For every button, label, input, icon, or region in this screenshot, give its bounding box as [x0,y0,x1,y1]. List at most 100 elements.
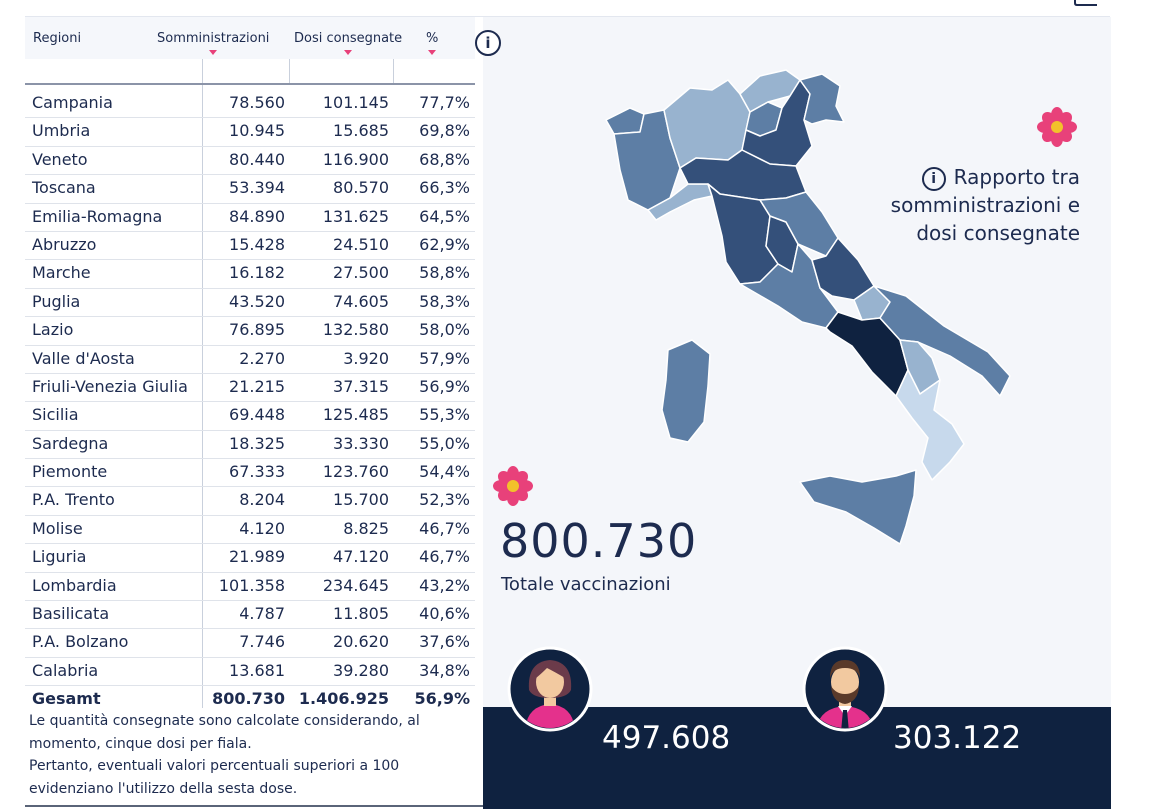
cell-percent: 77,7% [419,93,470,112]
table-row[interactable]: Umbria 10.945 15.685 69,8% [25,118,475,147]
header-somministrazioni[interactable]: Somministrazioni [157,31,269,55]
total-vaccinations-label: Totale vaccinazioni [501,574,671,595]
region-sardegna[interactable] [661,339,711,443]
region-sicilia[interactable] [799,469,917,545]
cell-administrations: 8.204 [239,490,285,510]
table-row[interactable]: Campania 78.560 101.145 77,7% [25,90,475,119]
table-row[interactable]: Basilicata 4.787 11.805 40,6% [25,601,475,630]
info-icon[interactable]: i [475,30,501,56]
table-row[interactable]: Calabria 13.681 39.280 34,8% [25,658,475,687]
cell-region: Campania [32,93,113,112]
cell-doses: 125.485 [322,405,389,425]
filter-cell-percent[interactable] [393,59,476,84]
vaccination-table: Regioni Somministrazioni Dosi consegnate… [25,17,476,708]
cell-region: Lazio [32,320,74,340]
cell-administrations: 800.730 [212,689,285,709]
cell-region: Abruzzo [32,234,97,254]
cell-administrations: 69.448 [229,405,285,425]
cell-doses: 24.510 [333,234,389,254]
cell-region: Toscana [32,178,96,198]
table-row[interactable]: Valle d'Aosta 2.270 3.920 57,9% [25,346,475,374]
filter-cell-dosi[interactable] [289,59,394,84]
table-row[interactable]: Sicilia 69.448 125.485 55,3% [25,402,475,431]
cell-administrations: 21.215 [229,376,285,396]
filter-cell-regioni[interactable] [25,59,202,84]
bottom-divider [25,805,483,807]
top-divider [25,16,1110,17]
header-percent[interactable]: % [426,31,438,55]
cell-percent: 69,8% [419,121,470,141]
table-row[interactable]: Lazio 76.895 132.580 58,0% [25,317,475,346]
cell-region: Molise [32,518,83,538]
table-body: Campania 78.560 101.145 77,7% Umbria 10.945 1… [25,90,475,714]
cell-doses: 11.805 [333,604,389,624]
cell-region: Marche [32,263,91,283]
header-dosi-consegnate[interactable]: Dosi consegnate [294,31,402,55]
footnote-line-1: Le quantità consegnate sono calcolate co… [29,713,420,752]
table-row[interactable]: Veneto 80.440 116.900 68,8% [25,147,475,176]
cell-doses: 74.605 [333,291,389,311]
table-header: Regioni Somministrazioni Dosi consegnate… [25,17,476,84]
region-puglia[interactable] [873,285,1011,397]
cell-percent: 46,7% [419,518,470,538]
cell-doses: 234.645 [322,575,389,595]
cell-percent: 56,9% [419,376,470,396]
table-total-row: Gesamt 800.730 1.406.925 56,9% [25,686,475,713]
cell-administrations: 13.681 [229,660,285,680]
table-row[interactable]: P.A. Trento 8.204 15.700 52,3% [25,487,475,516]
table-row[interactable]: Lombardia 101.358 234.645 43,2% [25,573,475,602]
sort-arrow-icon[interactable] [428,50,437,55]
table-row[interactable]: Emilia-Romagna 84.890 131.625 64,5% [25,204,475,232]
table-row[interactable]: Sardegna 18.325 33.330 55,0% [25,431,475,460]
table-row[interactable]: Marche 16.182 27.500 58,8% [25,260,475,289]
cell-region: Sicilia [32,405,79,425]
cell-region: Umbria [32,121,91,141]
cell-region: P.A. Bolzano [32,632,129,652]
cell-administrations: 4.120 [239,518,285,538]
cell-doses: 80.570 [333,178,389,198]
table-row[interactable]: Liguria 21.989 47.120 46,7% [25,544,475,573]
table-row[interactable]: P.A. Bolzano 7.746 20.620 37,6% [25,629,475,658]
sort-arrow-icon[interactable] [344,50,353,55]
sort-arrow-icon[interactable] [209,50,218,55]
cell-region: Sardegna [32,433,109,453]
table-row[interactable]: Abruzzo 15.428 24.510 62,9% [25,232,475,261]
cell-percent: 68,8% [419,149,470,169]
info-icon[interactable]: i [921,166,946,191]
table-row[interactable]: Molise 4.120 8.825 46,7% [25,516,475,545]
cell-percent: 58,8% [419,263,470,283]
cell-administrations: 15.428 [229,234,285,254]
table-row[interactable]: Piemonte 67.333 123.760 54,4% [25,459,475,488]
cell-administrations: 78.560 [229,93,285,112]
cell-administrations: 16.182 [229,263,285,283]
cell-region: Valle d'Aosta [32,348,135,368]
cell-administrations: 10.945 [229,121,285,141]
cell-percent: 40,6% [419,604,470,624]
cell-region: Gesamt [32,689,101,709]
man-avatar-icon [802,646,888,732]
italy-map[interactable] [600,50,1020,550]
cell-region: Lombardia [32,575,117,595]
cell-doses: 15.700 [333,490,389,510]
cell-percent: 37,6% [419,632,470,652]
table-row[interactable]: Puglia 43.520 74.605 58,3% [25,289,475,318]
header-regioni[interactable]: Regioni [33,31,82,46]
region-friuli[interactable] [799,73,845,125]
table-row[interactable]: Friuli-Venezia Giulia 21.215 37.315 56,9% [25,374,475,403]
cell-doses: 1.406.925 [298,689,389,709]
cell-administrations: 67.333 [229,462,285,482]
region-calabria[interactable] [895,369,965,481]
cell-percent: 66,3% [419,178,470,198]
cell-administrations: 7.746 [239,632,285,652]
cell-percent: 43,2% [419,575,470,595]
cell-administrations: 2.270 [239,348,285,368]
cell-doses: 3.920 [343,348,389,368]
region-marche[interactable] [759,191,839,257]
cell-doses: 123.760 [322,462,389,482]
table-row[interactable]: Toscana 53.394 80.570 66,3% [25,175,475,204]
filter-cell-somministrazioni[interactable] [202,59,290,84]
region-valle-daosta[interactable] [605,107,645,135]
corner-icon[interactable] [1071,0,1101,6]
cell-region: Calabria [32,660,99,680]
cell-percent: 54,4% [419,462,470,482]
